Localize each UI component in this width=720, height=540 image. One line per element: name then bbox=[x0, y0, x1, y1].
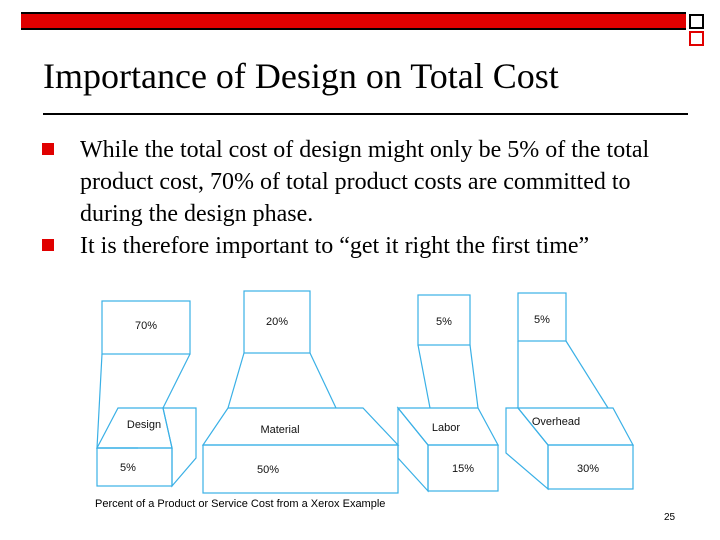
overhead-committed-label: 5% bbox=[534, 314, 550, 326]
labor-side-face bbox=[397, 406, 429, 493]
title-underline bbox=[43, 113, 688, 115]
material-actual-label: 50% bbox=[257, 464, 279, 476]
material-funnel-left bbox=[227, 352, 245, 409]
page-number: 25 bbox=[664, 512, 676, 523]
bullet-item: It is therefore important to “get it rig… bbox=[40, 230, 690, 262]
bullet-text: It is therefore important to “get it rig… bbox=[80, 233, 590, 259]
overhead-category-label: Overhead bbox=[532, 416, 580, 428]
corner-square-outline-decoration bbox=[689, 31, 704, 46]
overhead-actual-label: 30% bbox=[577, 463, 599, 475]
square-bullet-icon bbox=[42, 143, 54, 155]
bullet-text: While the total cost of design might onl… bbox=[80, 137, 650, 227]
design-funnel-left bbox=[96, 353, 138, 449]
cost-funnel-figure: 70% 20% 5% 5% Design Material Labor Over… bbox=[96, 290, 635, 494]
material-top-face bbox=[201, 407, 400, 446]
overhead-funnel-right bbox=[565, 340, 609, 409]
labor-funnel-right bbox=[469, 344, 479, 409]
labor-committed-box bbox=[417, 294, 471, 346]
material-funnel-right bbox=[309, 352, 337, 409]
slide-title: Importance of Design on Total Cost bbox=[43, 56, 559, 96]
labor-category-label: Labor bbox=[432, 422, 460, 434]
labor-actual-label: 15% bbox=[452, 463, 474, 475]
design-funnel-right bbox=[162, 353, 191, 409]
design-committed-box bbox=[101, 300, 191, 355]
design-category-label: Design bbox=[127, 419, 161, 431]
square-bullet-icon bbox=[42, 239, 54, 251]
overhead-committed-box bbox=[517, 292, 567, 342]
material-category-label: Material bbox=[260, 424, 299, 436]
bullet-item: While the total cost of design might onl… bbox=[40, 134, 690, 230]
labor-committed-label: 5% bbox=[436, 316, 452, 328]
design-committed-label: 70% bbox=[135, 320, 157, 332]
title-bar-decoration bbox=[21, 12, 686, 30]
material-committed-label: 20% bbox=[266, 316, 288, 328]
labor-funnel-left bbox=[417, 344, 431, 409]
design-actual-label: 5% bbox=[120, 462, 136, 474]
bullet-list: While the total cost of design might onl… bbox=[40, 134, 690, 262]
corner-square-decoration bbox=[689, 14, 704, 29]
figure-caption: Percent of a Product or Service Cost fro… bbox=[95, 498, 386, 510]
material-committed-box bbox=[243, 290, 311, 354]
overhead-side-face bbox=[505, 407, 549, 491]
design-side-face bbox=[162, 407, 197, 488]
material-actual-box bbox=[202, 444, 399, 494]
